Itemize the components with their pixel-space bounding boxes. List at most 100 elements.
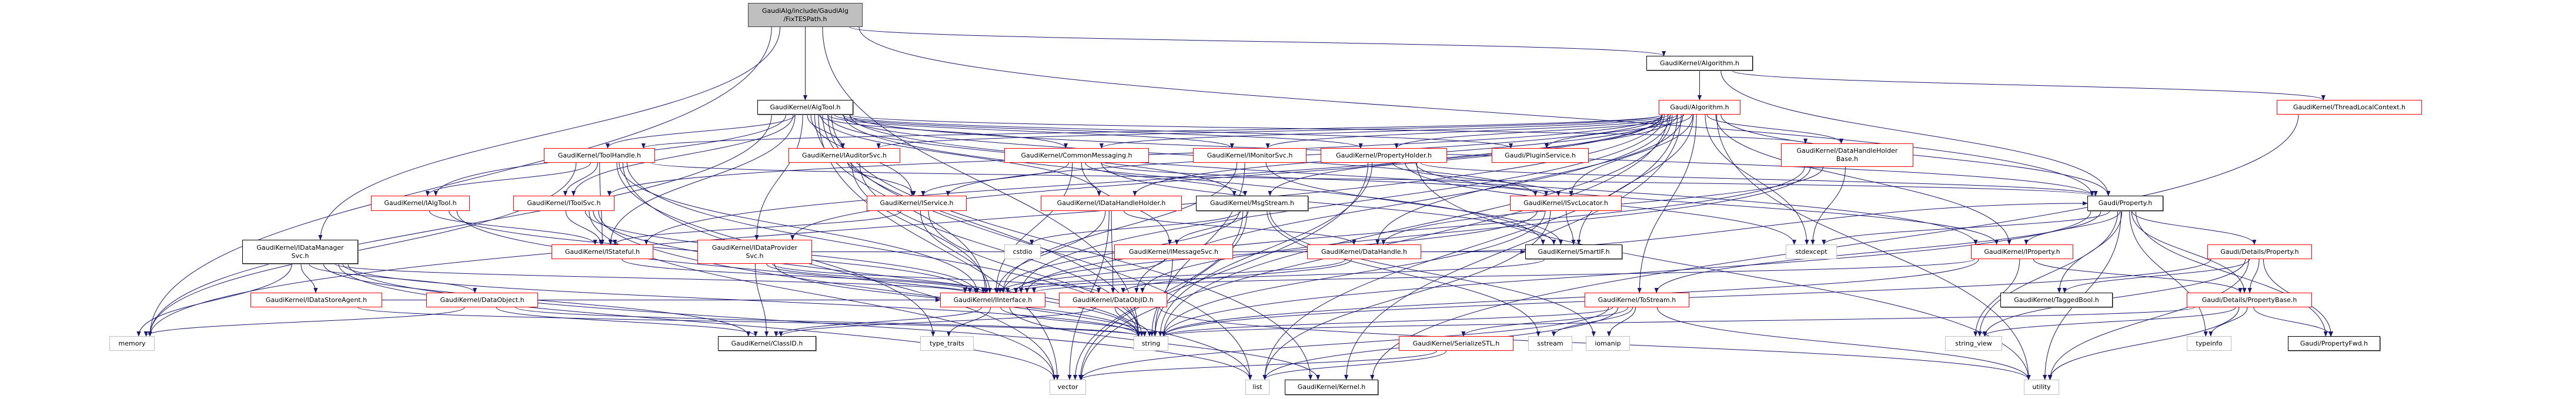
node-datahandle-h[interactable]: GaudiKernel/DataHandle.h <box>1307 244 1421 259</box>
node-toolhandle-h[interactable]: GaudiKernel/ToolHandle.h <box>544 148 655 163</box>
node-gaudi-property-h[interactable]: Gaudi/Property.h <box>2087 196 2163 211</box>
dependency-edge <box>1114 307 1152 337</box>
dependency-edge <box>1079 350 1437 380</box>
dependency-edge <box>1268 114 1678 196</box>
node-imessagesvc-h[interactable]: GaudiKernel/IMessageSvc.h <box>1114 244 1233 259</box>
dependency-edge <box>613 210 901 245</box>
dependency-edge <box>1394 114 1685 149</box>
node-commonmessaging-h[interactable]: GaudiKernel/CommonMessaging.h <box>1004 148 1149 163</box>
node-iproperty-h[interactable]: GaudiKernel/IProperty.h <box>1971 244 2073 259</box>
dependency-edge <box>622 162 1057 380</box>
dependency-edge <box>148 162 577 337</box>
dependency-edge <box>1415 162 1999 245</box>
node-memory: memory <box>109 336 155 351</box>
node-taggedbool-h[interactable]: GaudiKernel/TaggedBool.h <box>2000 293 2113 307</box>
dependency-edge <box>605 114 796 149</box>
dependency-edge <box>928 210 1144 337</box>
dependency-edge <box>598 210 1252 380</box>
dependency-edge <box>1732 70 2326 100</box>
node-fixtespath-h: GaudiAlg/include/GaudiAlg /FixTESPath.h <box>748 3 863 27</box>
node-string-view: string_view <box>1945 336 2002 351</box>
node-details-property-h[interactable]: Gaudi/Details/Property.h <box>2207 244 2312 259</box>
dependency-edge <box>1606 307 1636 337</box>
dependency-edge <box>2024 210 2121 245</box>
dependency-edge <box>779 307 1097 337</box>
dependency-edge <box>1637 114 1697 293</box>
dependency-edge <box>1085 162 1248 196</box>
dependency-edge <box>1654 210 2101 293</box>
node-smartif-h[interactable]: GaudiKernel/SmartIF.h <box>1525 244 1622 259</box>
node-threadlocalcontext-h[interactable]: GaudiKernel/ThreadLocalContext.h <box>2277 100 2422 115</box>
node-msgstream-h[interactable]: GaudiKernel/MsgStream.h <box>1196 196 1308 211</box>
node-isvclocator-h[interactable]: GaudiKernel/ISvcLocator.h <box>1510 196 1622 211</box>
node-iauditorsvc-h[interactable]: GaudiKernel/IAuditorSvc.h <box>788 148 900 163</box>
dependency-edge <box>1720 114 2111 196</box>
dependency-edge <box>1569 114 1693 196</box>
dependency-edge <box>143 307 465 337</box>
dependency-edge <box>1030 210 1241 245</box>
node-idatahandleholder-h[interactable]: GaudiKernel/IDataHandleHolder.h <box>1041 196 1182 211</box>
node-ialgtool-h[interactable]: GaudiKernel/IAlgTool.h <box>371 196 470 211</box>
dependency-edge <box>2253 307 2333 337</box>
dependency-edge <box>1982 307 2236 337</box>
node-propertyfwd-h[interactable]: Gaudi/PropertyFwd.h <box>2288 336 2380 351</box>
node-serializestl-h[interactable]: GaudiKernel/SerializeSTL.h <box>1399 336 1513 351</box>
dependency-edge <box>136 263 292 337</box>
dependency-edge <box>651 162 2094 196</box>
node-propertybase-h[interactable]: Gaudi/Details/PropertyBase.h <box>2187 293 2312 307</box>
node-algtool-h[interactable]: GaudiKernel/AlgTool.h <box>757 100 853 115</box>
dependency-edge <box>1032 259 1975 293</box>
dependency-edge <box>1121 259 1352 293</box>
dependency-edge <box>348 263 1252 380</box>
dependency-edge <box>496 307 758 337</box>
dependency-edge <box>1983 259 2246 337</box>
dependency-edge <box>1174 210 1249 245</box>
node-idataprovidersvc-h[interactable]: GaudiKernel/IDataProvider Svc.h <box>697 240 812 264</box>
dependency-edge <box>429 210 597 245</box>
dependency-edge <box>1706 114 1843 144</box>
node-pluginservice-h[interactable]: Gaudi/PluginService.h <box>1492 148 1589 163</box>
dependency-edge <box>1977 210 2119 337</box>
dependency-edge <box>1000 307 1147 337</box>
dependency-edge <box>1392 162 1561 196</box>
dependency-edge <box>1716 114 2031 380</box>
dependency-edge <box>774 307 982 337</box>
node-gaudikernel-algorithm-h[interactable]: GaudiKernel/Algorithm.h <box>1646 56 1753 71</box>
dependency-edge <box>820 114 1101 196</box>
node-kernel-h[interactable]: GaudiKernel/Kernel.h <box>1285 380 1378 395</box>
dependency-edge <box>1079 307 1609 380</box>
node-idatamanagersvc-h[interactable]: GaudiKernel/IDataManager Svc.h <box>242 240 358 264</box>
dependency-edge <box>858 26 2094 196</box>
node-tostream-h[interactable]: GaudiKernel/ToStream.h <box>1585 293 1689 307</box>
node-iservice-h[interactable]: GaudiKernel/IService.h <box>867 196 967 211</box>
node-typeinfo: typeinfo <box>2187 336 2231 351</box>
node-dataobjid-h[interactable]: GaudiKernel/DataObjID.h <box>1059 293 1167 307</box>
dependency-edge <box>818 114 1060 380</box>
dependency-edge <box>1267 210 1541 337</box>
dependency-edge <box>642 114 1663 149</box>
dependency-edge <box>571 114 794 196</box>
dependency-edge <box>850 26 1666 56</box>
dependency-edge <box>515 307 1141 337</box>
dependency-edge <box>425 162 591 196</box>
dependency-edge <box>1019 114 1665 293</box>
node-idatastoreagent-h[interactable]: GaudiKernel/IDataStoreAgent.h <box>250 293 382 307</box>
node-list: list <box>1245 380 1269 395</box>
dependency-edge <box>148 26 772 337</box>
node-itoolsvc-h[interactable]: GaudiKernel/IToolSvc.h <box>513 196 614 211</box>
node-iinterface-h[interactable]: GaudiKernel/IInterface.h <box>940 293 1045 307</box>
node-istateful-h[interactable]: GaudiKernel/IStateful.h <box>552 244 653 259</box>
dependency-edge <box>334 263 967 293</box>
node-string: string <box>1134 336 1168 351</box>
node-classid-h[interactable]: GaudiKernel/ClassID.h <box>718 336 816 351</box>
dependency-edge <box>834 114 1363 149</box>
node-datahandleholderbase-h[interactable]: GaudiKernel/DataHandleHolder Base.h <box>1781 143 1913 167</box>
dependency-edge <box>1161 307 2195 337</box>
dependency-edge <box>2209 307 2248 337</box>
node-propertyholder-h[interactable]: GaudiKernel/PropertyHolder.h <box>1321 148 1447 163</box>
dependency-edge <box>2131 210 2247 293</box>
node-gaudi-algorithm-h[interactable]: Gaudi/Algorithm.h <box>1659 100 1740 115</box>
dependency-edge <box>608 114 796 245</box>
node-imonitorsvc-h[interactable]: GaudiKernel/IMonitorSvc.h <box>1193 148 1307 163</box>
node-dataobject-h[interactable]: GaudiKernel/DataObject.h <box>426 293 538 307</box>
